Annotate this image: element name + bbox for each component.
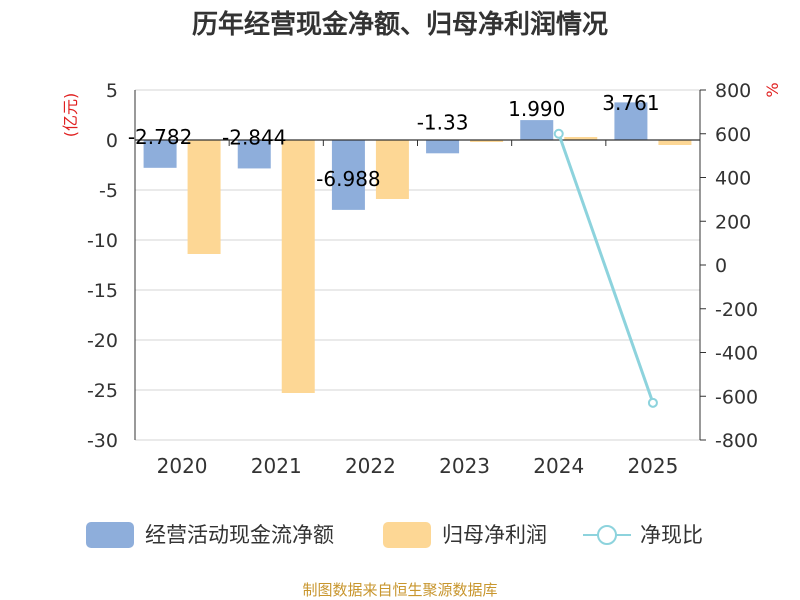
point-cash-ratio[interactable] [647, 397, 658, 408]
right-axis-ticks: 800 600 400 200 0 -200 -400 -600 -800 [700, 80, 758, 452]
left-tick-label: 0 [106, 130, 118, 152]
axes [134, 90, 701, 440]
legend-swatch-net-profit [383, 522, 431, 548]
right-tick-label: -400 [715, 343, 758, 365]
right-tick-label: 800 [715, 80, 751, 102]
right-tick-label: 200 [715, 211, 751, 233]
data-labels: -2.782 -2.844 -6.988 -1.33 1.990 3.761 [128, 91, 660, 191]
data-label-cashflow: -1.33 [417, 110, 469, 134]
bar-net-profit[interactable] [658, 140, 692, 145]
legend-label-cashflow: 经营活动现金流净额 [145, 523, 334, 547]
right-tick-label: 0 [715, 255, 727, 277]
data-label-cashflow: -2.782 [128, 125, 192, 149]
left-tick-label: -10 [87, 230, 118, 252]
line-series [553, 128, 658, 408]
chart-title: 历年经营现金净额、归母净利润情况 [192, 9, 608, 40]
data-label-cashflow: 1.990 [508, 97, 565, 121]
bar-cashflow[interactable] [520, 120, 554, 140]
legend-item-cashflow[interactable]: 经营活动现金流净额 [86, 522, 334, 548]
legend-label-cash-ratio: 净现比 [640, 523, 703, 547]
bar-net-profit[interactable] [281, 140, 315, 393]
data-label-cashflow: -2.844 [222, 125, 286, 149]
left-axis-unit-label: (亿元) [61, 93, 80, 138]
bar-net-profit[interactable] [187, 140, 221, 254]
right-axis-unit-label: % [763, 82, 782, 97]
bar-cashflow[interactable] [237, 140, 271, 169]
bar-series [143, 102, 692, 393]
left-tick-label: -20 [87, 330, 118, 352]
bar-net-profit[interactable] [564, 137, 598, 140]
category-label: 2020 [157, 454, 208, 478]
bar-cashflow[interactable] [614, 102, 648, 140]
line-cash-ratio [557, 133, 655, 404]
legend-item-net-profit[interactable]: 归母净利润 [383, 522, 547, 548]
bar-cashflow[interactable] [426, 140, 460, 154]
right-tick-label: -200 [715, 299, 758, 321]
left-tick-label: -30 [87, 430, 118, 452]
right-tick-label: -800 [715, 430, 758, 452]
left-tick-label: -25 [87, 380, 118, 402]
legend-swatch-cashflow [86, 522, 134, 548]
left-axis-ticks: 5 0 -5 -10 -15 -20 -25 -30 [87, 80, 118, 452]
left-tick-label: 5 [106, 80, 118, 102]
right-tick-label: 600 [715, 124, 751, 146]
point-cash-ratio[interactable] [553, 128, 564, 139]
left-tick-label: -5 [99, 180, 118, 202]
bar-cashflow[interactable] [143, 140, 177, 168]
category-label: 2022 [345, 454, 396, 478]
right-tick-label: -600 [715, 386, 758, 408]
legend-label-net-profit: 归母净利润 [442, 523, 547, 547]
category-label: 2021 [251, 454, 302, 478]
bar-net-profit[interactable] [375, 140, 409, 199]
legend-item-cash-ratio[interactable]: 净现比 [583, 523, 703, 547]
left-tick-label: -15 [87, 280, 118, 302]
data-label-cashflow: -6.988 [316, 167, 380, 191]
category-label: 2024 [533, 454, 584, 478]
legend-marker-cash-ratio [597, 525, 617, 545]
source-note: 制图数据来自恒生聚源数据库 [302, 581, 497, 599]
data-label-cashflow: 3.761 [602, 91, 659, 115]
right-tick-label: 400 [715, 168, 751, 190]
bar-net-profit[interactable] [470, 140, 504, 142]
category-label: 2023 [439, 454, 490, 478]
category-labels: 2020 2021 2022 2023 2024 2025 [157, 454, 679, 478]
legend: 经营活动现金流净额 归母净利润 净现比 [86, 522, 703, 548]
bar-cashflow[interactable] [331, 140, 365, 210]
category-label: 2025 [627, 454, 678, 478]
